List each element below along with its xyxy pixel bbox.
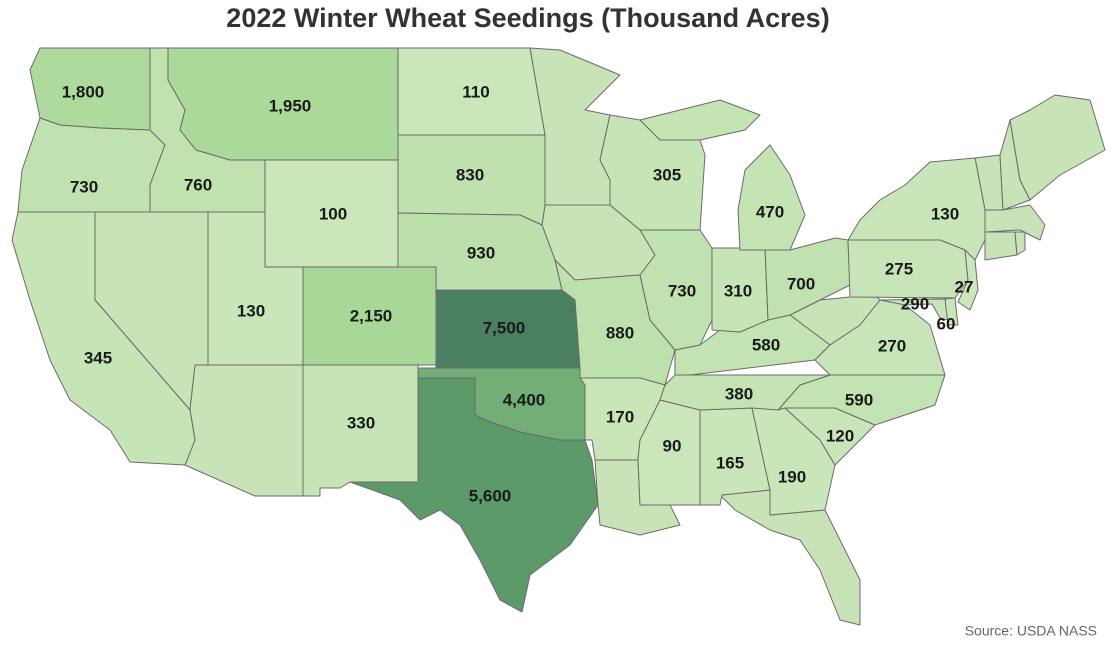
state	[302, 364, 419, 497]
value-label: 580	[752, 335, 780, 354]
value-label: 470	[756, 202, 784, 221]
state	[599, 114, 706, 231]
state	[957, 249, 979, 311]
value-label: 310	[724, 281, 752, 300]
value-label: 380	[725, 384, 753, 403]
state	[814, 299, 946, 376]
value-label: 165	[716, 453, 744, 472]
value-label: 5,600	[469, 486, 512, 505]
state-no-data	[1009, 94, 1106, 201]
value-label: 100	[319, 204, 347, 223]
map-title: 2022 Winter Wheat Seedings (Thousand Acr…	[226, 3, 829, 33]
value-labels: 1,800 730 760 1,950 100 110 830 930 2,150 7,500 4,…	[62, 82, 974, 505]
value-label: 330	[347, 413, 375, 432]
value-label: 27	[955, 277, 974, 296]
value-label: 60	[937, 314, 956, 333]
value-label: 1,800	[62, 82, 105, 101]
value-label: 120	[826, 426, 854, 445]
source-note: Source: USDA NASS	[965, 623, 1097, 639]
value-label: 190	[778, 467, 806, 486]
value-label: 730	[70, 177, 98, 196]
value-label: 275	[885, 259, 913, 278]
state	[349, 377, 599, 613]
value-label: 2,150	[350, 306, 393, 325]
states-with-data	[11, 47, 986, 613]
value-label: 880	[606, 323, 634, 342]
value-label: 730	[668, 281, 696, 300]
value-label: 830	[456, 165, 484, 184]
value-label: 305	[653, 165, 681, 184]
value-label: 345	[84, 348, 112, 367]
state-no-data	[184, 364, 304, 497]
state	[11, 211, 196, 466]
value-label: 4,400	[503, 390, 546, 409]
value-label: 90	[663, 436, 682, 455]
value-label: 110	[462, 82, 489, 101]
value-label: 590	[845, 390, 873, 409]
value-label: 170	[606, 407, 634, 426]
states-without-data	[94, 47, 1106, 626]
value-label: 7,500	[483, 318, 526, 337]
value-label: 700	[787, 274, 815, 293]
state-no-data	[984, 231, 1018, 261]
value-label: 130	[237, 301, 265, 320]
value-label: 760	[184, 175, 212, 194]
value-label: 930	[467, 243, 495, 262]
value-label: 130	[931, 204, 959, 223]
state	[944, 297, 959, 326]
value-label: 270	[878, 336, 906, 355]
state	[17, 117, 166, 213]
state	[639, 229, 713, 351]
state-no-data	[1014, 231, 1026, 256]
value-label: 1,950	[269, 96, 312, 115]
value-label: 290	[901, 294, 929, 313]
state	[207, 211, 304, 366]
